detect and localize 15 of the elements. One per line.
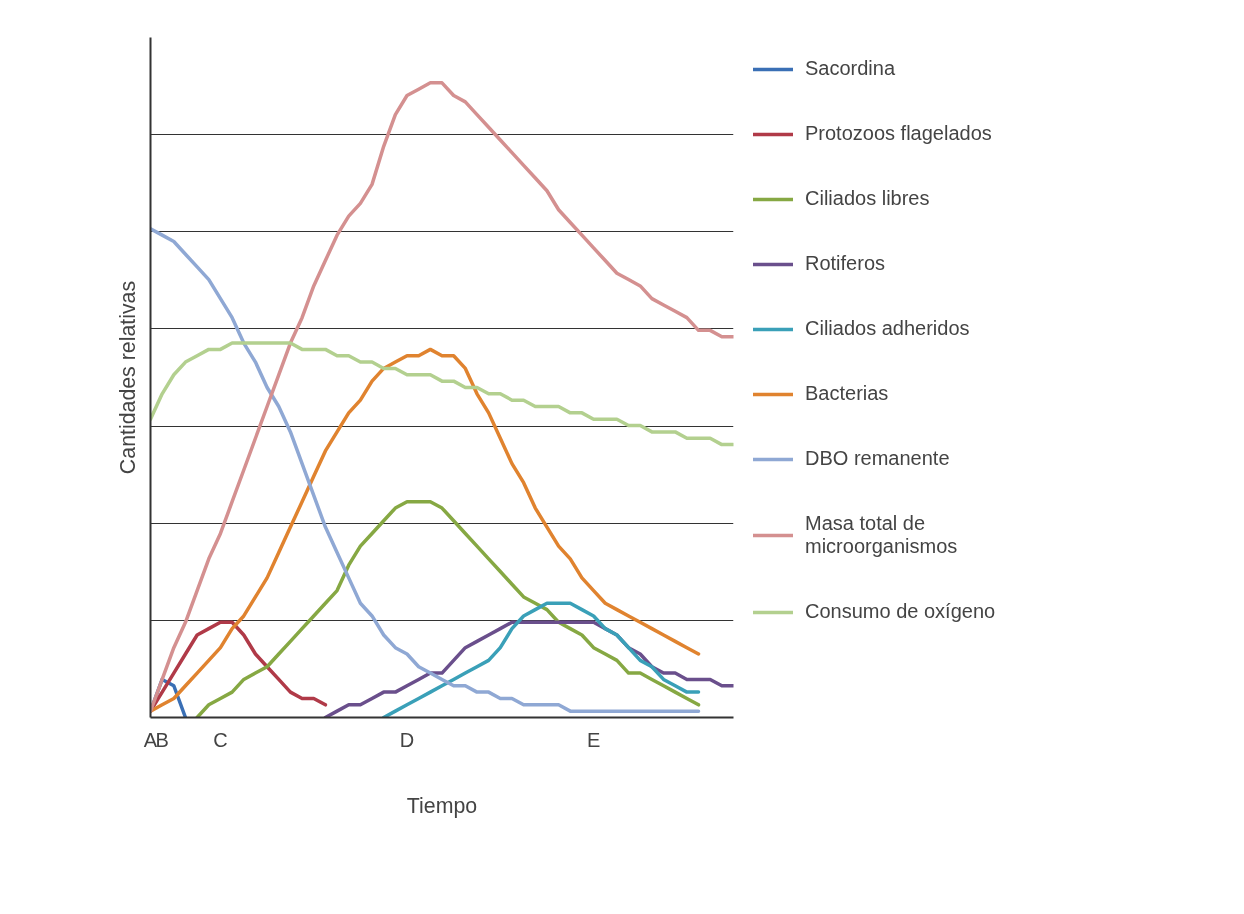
legend-label: Bacterias xyxy=(805,382,889,405)
x-tick-label: E xyxy=(586,728,601,751)
legend-label: Sacordina xyxy=(805,57,896,80)
legend-label: Protozoos flagelados xyxy=(805,122,992,145)
x-tick-label: D xyxy=(399,728,415,751)
legend-label: DBO remanente xyxy=(805,447,950,470)
x-tick-label: A xyxy=(143,728,158,751)
x-axis-title: Tiempo xyxy=(406,793,478,818)
y-axis-title: Cantidades relativas xyxy=(115,280,140,475)
legend-label: Rotiferos xyxy=(805,252,886,275)
legend-label: Masa total de microorganismos xyxy=(805,512,958,558)
x-tick-label: C xyxy=(213,728,228,751)
legend-label: Ciliados adheridos xyxy=(805,317,970,340)
legend-label: Consumo de oxígeno xyxy=(805,600,996,623)
legend-label: Ciliados libres xyxy=(805,187,930,210)
